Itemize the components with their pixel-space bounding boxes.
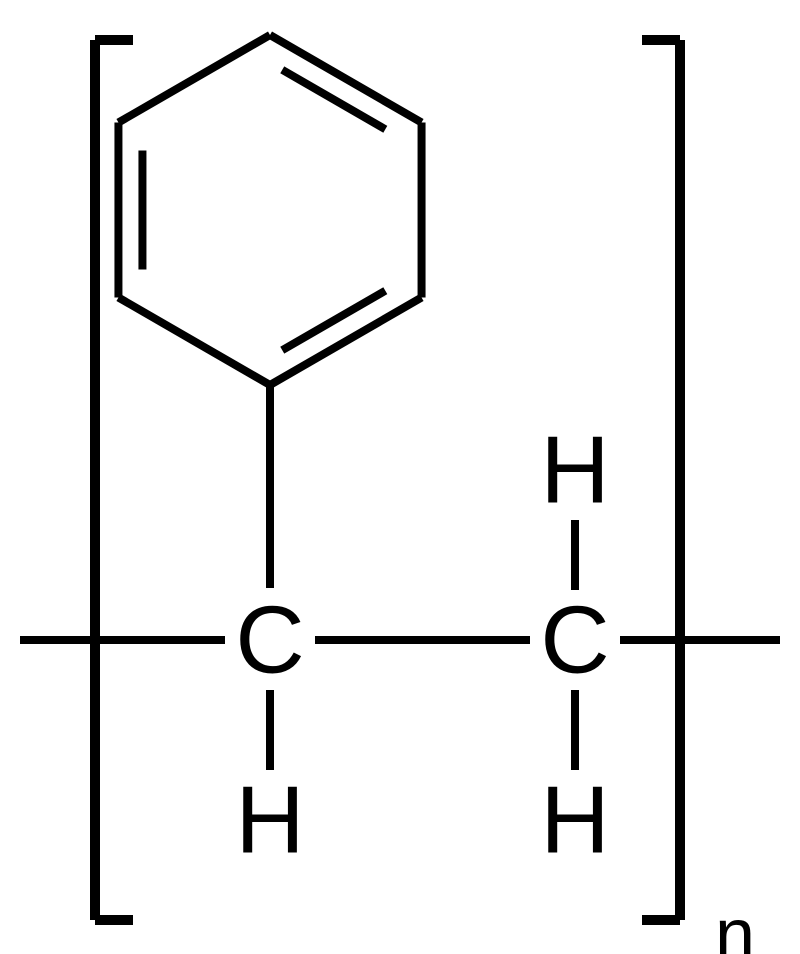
benzene-double (282, 70, 385, 130)
atom-C1: C (235, 587, 304, 694)
benzene-double (282, 291, 385, 351)
polystyrene-diagram: CCHHHn (0, 0, 800, 954)
atom-H_c2_top: H (540, 417, 609, 524)
atom-H_c2_bottom: H (540, 767, 609, 874)
benzene-edge (118, 298, 270, 386)
atom-C2: C (540, 587, 609, 694)
benzene-edge (118, 35, 270, 123)
subscript-n: n (715, 895, 755, 954)
atom-H_c1_bottom: H (235, 767, 304, 874)
